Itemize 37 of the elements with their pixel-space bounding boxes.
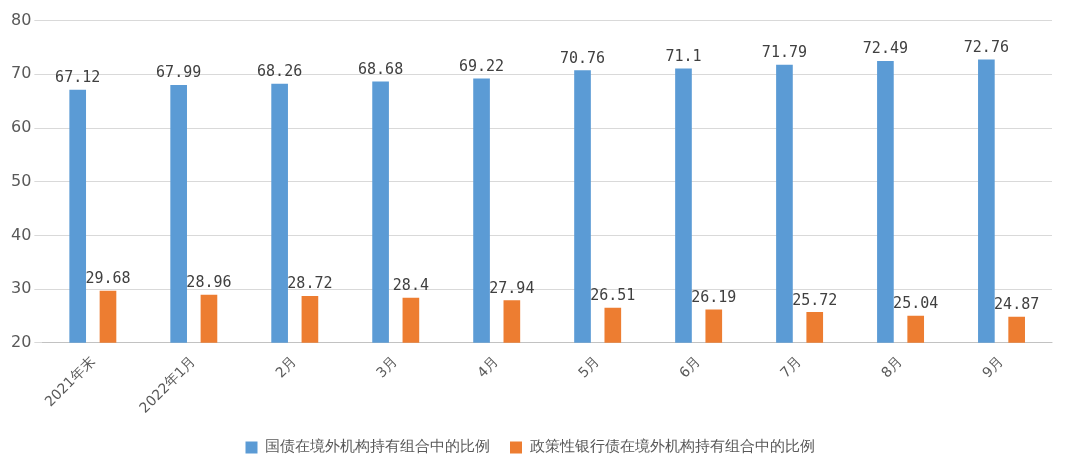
data-label: 24.87 [994, 295, 1040, 314]
x-tick-label: 5月 [574, 353, 603, 381]
data-label: 26.19 [691, 287, 737, 306]
data-label: 28.96 [186, 273, 232, 292]
data-label: 25.04 [893, 294, 939, 313]
data-label: 67.99 [156, 63, 202, 82]
legend-label: 政策性银行债在境外机构持有组合中的比例 [529, 437, 815, 456]
data-label: 67.12 [55, 68, 101, 87]
x-tick-label: 7月 [776, 353, 805, 381]
x-tick-label: 9月 [978, 353, 1007, 381]
x-tick-label: 3月 [372, 353, 401, 381]
y-tick-label: 20 [11, 331, 32, 351]
x-tick-label: 2月 [271, 353, 300, 381]
data-label: 69.22 [458, 56, 505, 75]
y-tick-label: 40 [11, 224, 32, 244]
y-tick-label: 50 [11, 170, 32, 190]
x-tick-label: 8月 [877, 353, 906, 381]
data-label: 71.1 [665, 46, 702, 65]
data-label: 25.72 [792, 290, 838, 309]
data-label: 68.26 [257, 62, 303, 81]
y-tick-label: 30 [11, 278, 32, 298]
x-tick-label: 6月 [675, 353, 704, 381]
data-label: 70.76 [559, 48, 606, 67]
data-label: 28.4 [392, 276, 429, 295]
x-tick-label: 4月 [473, 353, 502, 381]
data-label: 28.72 [287, 274, 333, 293]
legend-label: 国债在境外机构持有组合中的比例 [265, 437, 490, 456]
data-label: 72.49 [862, 39, 908, 58]
data-label: 68.68 [358, 59, 404, 78]
data-label: 72.76 [963, 37, 1009, 56]
data-label: 29.68 [85, 269, 131, 288]
y-tick-label: 70 [11, 63, 32, 83]
data-label: 71.79 [761, 43, 808, 62]
data-label: 27.94 [489, 278, 535, 297]
y-tick-label: 80 [11, 9, 32, 29]
y-tick-label: 60 [11, 117, 32, 137]
data-label: 26.51 [590, 286, 636, 305]
